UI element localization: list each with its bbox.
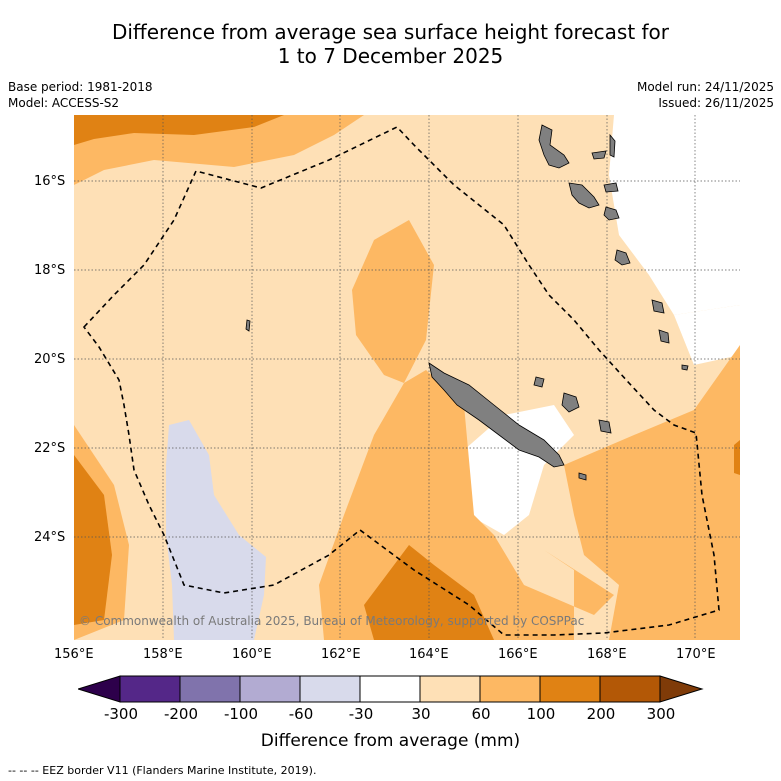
anomaly-region-100-200-west xyxy=(74,455,112,625)
anomaly-region-neutral-se xyxy=(674,305,740,365)
vanuatu-erromango xyxy=(614,249,631,266)
vanuatu-malakula xyxy=(568,182,600,209)
colorbar-label-m200: -200 xyxy=(163,705,199,723)
colorbar-label-m30: -30 xyxy=(348,705,374,723)
vanuatu-espiritu-santo xyxy=(538,124,570,169)
vanuatu-ambrym xyxy=(603,182,619,193)
eez-border xyxy=(82,126,720,636)
fiji-small-2 xyxy=(658,329,670,344)
matthew-island xyxy=(681,364,689,371)
colorbar-label-p30: 30 xyxy=(411,705,431,723)
issued-date: Issued: 26/11/2025 xyxy=(658,96,774,110)
colorbar-segment-p200-p300 xyxy=(599,675,661,703)
lon-tick-162: 162°E xyxy=(321,647,361,662)
lon-tick-160: 160°E xyxy=(232,647,272,662)
lat-tick-16s: 16°S xyxy=(34,174,66,189)
colorbar-segment-m200-m100 xyxy=(179,675,241,703)
model-name: Model: ACCESS-S2 xyxy=(8,96,120,110)
anomaly-region-neutral-e xyxy=(464,405,574,535)
anomaly-region-100-200-east xyxy=(734,440,740,475)
loyalty-islands-lifou xyxy=(561,392,580,413)
chesterfield-islet xyxy=(245,319,251,332)
colorbar-label-m300: -300 xyxy=(103,705,139,723)
colorbar-label-m100: -100 xyxy=(223,705,259,723)
colorbar xyxy=(78,675,704,703)
colorbar-segment-p100-p200 xyxy=(539,675,601,703)
lon-tick-164: 164°E xyxy=(409,647,449,662)
eez-legend-note: -- -- -- EEZ border V11 (Flanders Marine… xyxy=(8,764,317,777)
copyright-notice: © Commonwealth of Australia 2025, Bureau… xyxy=(79,614,585,628)
vanuatu-efate xyxy=(603,206,620,221)
anomaly-region-neutral-ne xyxy=(609,115,740,315)
anomaly-region-60-100-east xyxy=(564,345,740,640)
colorbar-label-p100: 100 xyxy=(526,705,556,723)
colorbar-label-p60: 60 xyxy=(471,705,491,723)
base-period: Base period: 1981-2018 xyxy=(8,80,153,94)
graticule xyxy=(74,115,740,640)
colorbar-extend-low xyxy=(78,675,121,703)
lat-tick-22s: 22°S xyxy=(34,441,66,456)
colorbar-title: Difference from average (mm) xyxy=(260,731,521,751)
colorbar-segment-p30-p60 xyxy=(419,675,481,703)
colorbar-segment-m300-m200 xyxy=(119,675,181,703)
vanuatu-ambae xyxy=(591,150,607,160)
lat-tick-20s: 20°S xyxy=(34,352,66,367)
colorbar-segment-p60-p100 xyxy=(479,675,541,703)
anomaly-region-100-200-north xyxy=(74,115,284,145)
anomaly-region-60-100-central xyxy=(352,220,434,383)
colorbar-segment-m100-m60 xyxy=(239,675,301,703)
loyalty-islands-ouvea xyxy=(533,376,545,388)
chart-title-line-1: Difference from average sea surface heig… xyxy=(111,20,670,44)
isle-of-pines xyxy=(578,472,587,481)
colorbar-extend-high xyxy=(659,675,704,703)
colorbar-segment-m30-p30 xyxy=(359,675,421,703)
loyalty-islands-mare xyxy=(598,419,612,434)
vanuatu-pentecost xyxy=(609,133,616,158)
model-run: Model run: 24/11/2025 xyxy=(636,80,774,94)
lon-tick-166: 166°E xyxy=(498,647,538,662)
colorbar-label-p200: 200 xyxy=(586,705,616,723)
landmasses xyxy=(245,124,689,481)
map-panel xyxy=(74,115,740,640)
anomaly-region-neg-60-30 xyxy=(166,420,266,640)
colorbar-segment-m60-m30 xyxy=(299,675,361,703)
lat-tick-24s: 24°S xyxy=(34,530,66,545)
lon-tick-170: 170°E xyxy=(676,647,716,662)
colorbar-label-m60: -60 xyxy=(288,705,314,723)
colorbar-label-p300: 300 xyxy=(646,705,676,723)
lat-tick-18s: 18°S xyxy=(34,263,66,278)
lon-tick-158: 158°E xyxy=(143,647,183,662)
map-svg xyxy=(74,115,740,640)
new-caledonia xyxy=(428,362,565,468)
chart-title-line-2: 1 to 7 December 2025 xyxy=(277,44,504,68)
fiji-small-1 xyxy=(651,299,665,314)
lon-tick-156: 156°E xyxy=(54,647,94,662)
lon-tick-168: 168°E xyxy=(587,647,627,662)
